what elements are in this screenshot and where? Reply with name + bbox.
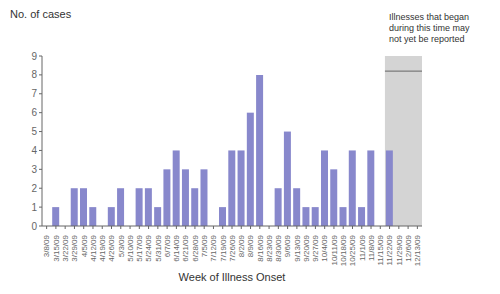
svg-text:8/30/09: 8/30/09 <box>274 234 283 261</box>
svg-text:12/13/09: 12/13/09 <box>413 234 422 266</box>
svg-text:7/19/09: 7/19/09 <box>219 234 228 261</box>
svg-text:10/11/09: 10/11/09 <box>330 234 339 265</box>
svg-text:6/28/09: 6/28/09 <box>191 234 200 261</box>
svg-text:6/21/09: 6/21/09 <box>181 234 190 261</box>
svg-text:3/15/09: 3/15/09 <box>52 234 61 261</box>
svg-text:9/20/09: 9/20/09 <box>302 234 311 261</box>
svg-text:11/1/09: 11/1/09 <box>358 234 367 261</box>
svg-text:4/26/09: 4/26/09 <box>107 234 116 261</box>
svg-text:8: 8 <box>31 69 37 80</box>
svg-text:2: 2 <box>31 183 37 194</box>
svg-text:12/6/09: 12/6/09 <box>404 234 413 261</box>
svg-text:Week of Illness Onset: Week of Illness Onset <box>179 271 286 283</box>
svg-text:4/12/09: 4/12/09 <box>89 234 98 261</box>
svg-text:5/3/09: 5/3/09 <box>117 234 126 257</box>
svg-text:6/7/09: 6/7/09 <box>163 234 172 257</box>
svg-text:4/5/09: 4/5/09 <box>80 234 89 257</box>
svg-text:3: 3 <box>31 164 37 175</box>
svg-text:6: 6 <box>31 107 37 118</box>
svg-text:8/2/09: 8/2/09 <box>237 234 246 257</box>
svg-text:8/23/09: 8/23/09 <box>265 234 274 261</box>
svg-text:8/16/09: 8/16/09 <box>256 234 265 261</box>
svg-text:11/22/09: 11/22/09 <box>385 234 394 265</box>
svg-text:10/4/09: 10/4/09 <box>320 234 329 261</box>
svg-text:7: 7 <box>31 88 37 99</box>
svg-text:11/8/09: 11/8/09 <box>367 234 376 261</box>
svg-text:0: 0 <box>31 221 37 232</box>
svg-text:3/29/09: 3/29/09 <box>70 234 79 261</box>
svg-text:9/13/09: 9/13/09 <box>293 234 302 261</box>
svg-text:4: 4 <box>31 145 37 156</box>
svg-text:9/6/09: 9/6/09 <box>283 234 292 257</box>
svg-text:4/19/09: 4/19/09 <box>98 234 107 261</box>
svg-text:5/31/09: 5/31/09 <box>154 234 163 261</box>
svg-text:3/8/09: 3/8/09 <box>42 234 51 257</box>
svg-text:9/27/09: 9/27/09 <box>311 234 320 261</box>
svg-text:10/25/09: 10/25/09 <box>348 234 357 266</box>
svg-text:6/14/09: 6/14/09 <box>172 234 181 261</box>
svg-text:5/17/09: 5/17/09 <box>135 234 144 261</box>
svg-text:5/10/09: 5/10/09 <box>126 234 135 261</box>
svg-text:9: 9 <box>31 51 37 62</box>
svg-text:11/29/09: 11/29/09 <box>395 234 404 265</box>
svg-text:10/18/09: 10/18/09 <box>339 234 348 266</box>
svg-text:1: 1 <box>31 202 37 213</box>
html-text:No. of cases: No. of cases <box>10 8 72 20</box>
svg-text:11/15/09: 11/15/09 <box>376 234 385 265</box>
svg-text:5: 5 <box>31 126 37 137</box>
svg-text:7/5/09: 7/5/09 <box>200 234 209 257</box>
svg-text:5/24/09: 5/24/09 <box>144 234 153 261</box>
svg-text:7/12/09: 7/12/09 <box>209 234 218 261</box>
svg-text:8/9/09: 8/9/09 <box>246 234 255 257</box>
svg-text:Illnesses that beganduring thi: Illnesses that beganduring this time may… <box>389 12 470 44</box>
svg-text:7/26/09: 7/26/09 <box>228 234 237 261</box>
svg-text:3/22/09: 3/22/09 <box>61 234 70 261</box>
